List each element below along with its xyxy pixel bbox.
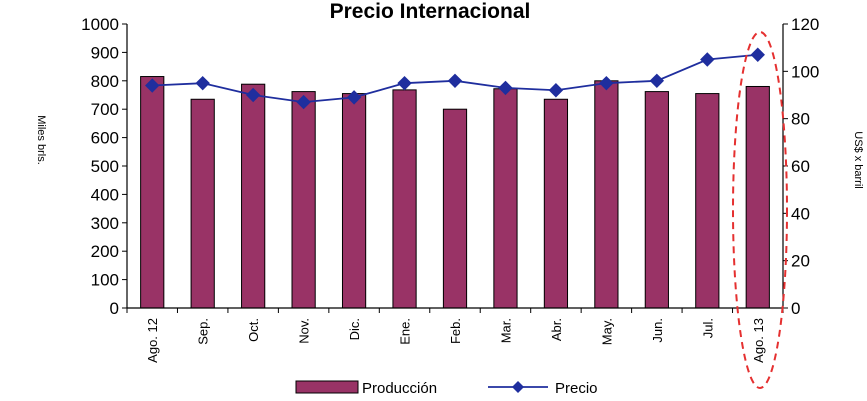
x-tick-label-1: Sep. [196, 318, 211, 345]
bar-1 [190, 98, 215, 309]
bar-9 [594, 80, 619, 309]
legend-label-produccion: Producción [362, 380, 437, 397]
bar-8 [543, 98, 569, 309]
point-9 [599, 75, 614, 91]
y-tick-left-9: 900 [91, 43, 119, 62]
bar-11 [695, 93, 720, 309]
x-tick-label-7: Mar. [498, 318, 513, 343]
x-tick-label-4: Dic. [347, 318, 362, 340]
bar-0 [140, 76, 165, 309]
y-tick-left-0: 0 [110, 299, 119, 318]
bar-6 [442, 108, 468, 309]
y-tick-right-2: 40 [791, 204, 810, 223]
y-axis-label-right: US$ x barril [852, 131, 864, 188]
y-tick-left-8: 800 [91, 72, 119, 91]
bar-5 [392, 89, 417, 309]
point-2 [245, 87, 261, 103]
y-axis-label-left: Miles brls. [35, 115, 47, 165]
chart-title: Precio Internacional [330, 0, 531, 23]
y-tick-left-7: 700 [91, 100, 119, 119]
point-6 [447, 73, 463, 89]
legend-label-precio: Precio [555, 380, 598, 397]
point-8 [548, 83, 564, 98]
point-5 [397, 75, 412, 91]
bar-7 [493, 88, 518, 309]
x-tick-label-3: Nov. [297, 318, 312, 344]
x-tick-label-6: Feb. [448, 318, 463, 344]
legend-swatch-produccion [295, 380, 359, 394]
bar-12 [745, 85, 770, 309]
legend: Producción Precio [295, 380, 598, 397]
y-tick-left-5: 500 [91, 157, 119, 176]
x-tick-label-0: Ago. 12 [145, 318, 160, 363]
point-1 [195, 75, 210, 91]
bar-4 [341, 93, 367, 309]
y-tick-right-0: 0 [791, 299, 800, 318]
y-tick-right-5: 100 [791, 62, 819, 81]
y-tick-left-10: 1000 [81, 15, 119, 34]
y-tick-right-6: 120 [791, 15, 819, 34]
y-tick-right-1: 20 [791, 252, 810, 271]
point-4 [346, 90, 362, 105]
x-tick-label-8: Abr. [549, 318, 564, 341]
point-0 [145, 78, 160, 93]
point-12 [750, 47, 765, 62]
point-11 [700, 52, 715, 67]
highlight-ellipse [732, 31, 788, 389]
point-10 [649, 73, 665, 89]
y-tick-left-4: 400 [91, 185, 119, 204]
y-tick-right-3: 60 [791, 157, 810, 176]
y-tick-left-3: 300 [91, 214, 119, 233]
y-tick-left-6: 600 [91, 129, 119, 148]
x-tick-label-11: Jul. [700, 318, 715, 338]
x-tick-label-5: Ene. [398, 318, 413, 345]
legend-swatch-precio-marker [512, 381, 524, 393]
y-tick-right-4: 80 [791, 110, 810, 129]
x-tick-label-9: May. [599, 318, 614, 345]
point-3 [296, 94, 311, 110]
x-tick-label-2: Oct. [246, 318, 261, 342]
bar-10 [644, 91, 669, 309]
x-tick-label-12: Ago. 13 [751, 318, 766, 363]
y-tick-left-2: 200 [91, 242, 119, 261]
x-tick-label-10: Jun. [650, 318, 665, 343]
bar-3 [291, 91, 316, 309]
y-tick-left-1: 100 [91, 271, 119, 290]
bar-2 [241, 83, 266, 309]
point-7 [498, 80, 513, 96]
